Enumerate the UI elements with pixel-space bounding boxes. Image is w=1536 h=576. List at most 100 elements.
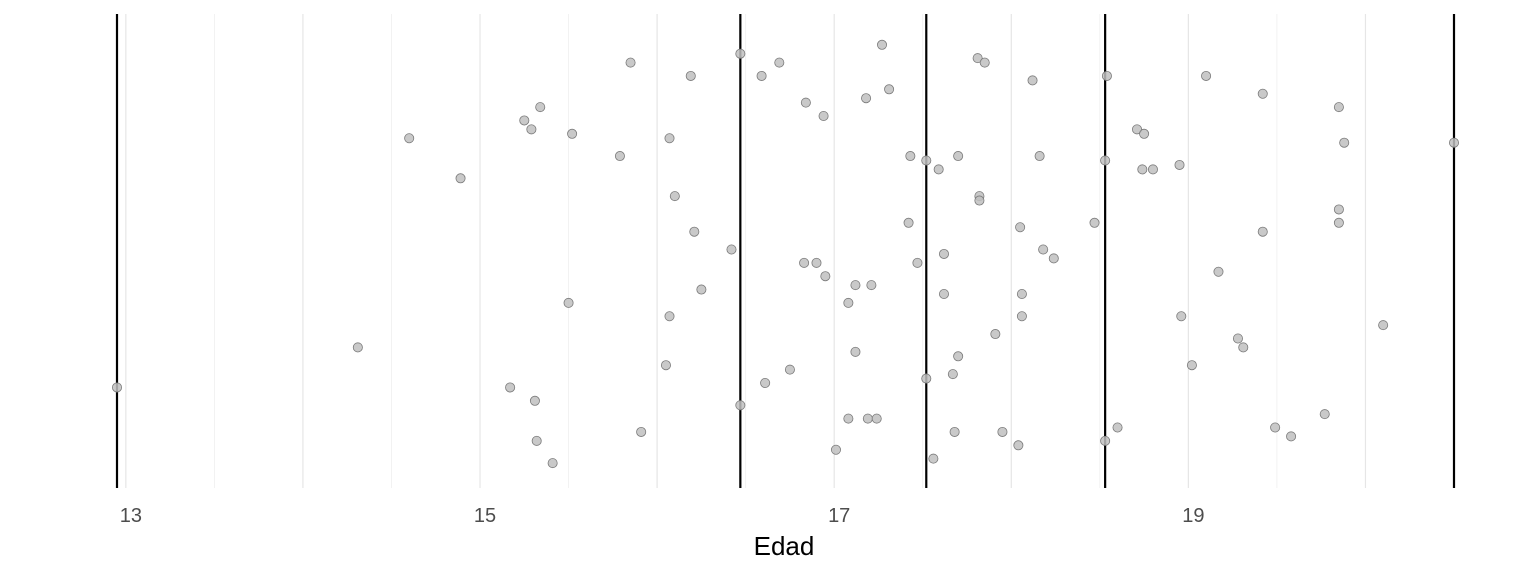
data-point [862,413,873,424]
reference-lines [115,14,1456,488]
data-point [1015,222,1026,233]
data-point [563,297,574,308]
data-point [949,426,960,437]
data-point [535,102,546,113]
data-point [974,195,985,206]
data-point [735,48,746,59]
data-point [1048,253,1059,264]
data-point [1137,164,1148,175]
data-point [1257,88,1268,99]
data-point [843,413,854,424]
data-point [990,329,1001,340]
data-point [352,342,363,353]
data-point [614,151,625,162]
data-point [531,435,542,446]
data-point [669,191,680,202]
data-point [953,351,964,362]
data-point [799,257,810,268]
data-point [1132,124,1143,135]
data-point [519,115,530,126]
data-point [1339,137,1350,148]
data-point [905,151,916,162]
data-point [861,93,872,104]
data-point [784,364,795,375]
data-point [1034,151,1045,162]
data-point [1333,217,1344,228]
data-point [1333,102,1344,113]
data-point [1186,360,1197,371]
data-point [938,288,949,299]
x-axis-tick-labels: 13 15 17 19 [120,505,1205,527]
data-point [912,257,923,268]
data-point [1038,244,1049,255]
data-point [843,297,854,308]
data-point [696,284,707,295]
data-point [1016,288,1027,299]
data-point [997,426,1008,437]
data-point [664,311,675,322]
data-point [1101,70,1112,81]
data-point [818,111,829,122]
data-point [1201,70,1212,81]
data-point [953,151,964,162]
data-point [1027,75,1038,86]
data-point [1449,137,1460,148]
data-point [1257,226,1268,237]
data-point [760,377,771,388]
data-point [877,39,888,50]
data-point [625,57,636,68]
data-point [1112,422,1123,433]
grid [125,14,1455,488]
data-point [1100,435,1111,446]
data-point [921,155,932,166]
x-tick-label: 15 [474,505,496,527]
data-point [774,57,785,68]
x-axis-title: Edad [754,531,815,561]
data-point [811,257,822,268]
data-point [871,413,882,424]
data-point [928,453,939,464]
data-point [1013,440,1024,451]
data-point [1139,128,1150,139]
data-point [404,133,415,144]
data-point [567,128,578,139]
data-point [505,382,516,393]
x-tick-label: 13 [120,505,142,527]
data-point [529,395,540,406]
data-point [547,458,558,469]
data-point [756,70,767,81]
data-point [979,57,990,68]
data-point [800,97,811,108]
data-point [689,226,700,237]
data-point [921,373,932,384]
data-point [1016,311,1027,322]
data-point [1147,164,1158,175]
data-point [455,173,466,184]
data-point [1176,311,1187,322]
data-point [1232,333,1243,344]
data-point [866,280,877,291]
data-point [112,382,123,393]
data-point [933,164,944,175]
points [112,39,1460,469]
data-point [884,84,895,95]
data-point [660,360,671,371]
data-point [1213,266,1224,277]
data-point [526,124,537,135]
data-point [938,248,949,259]
data-point [1378,320,1389,331]
data-point [850,346,861,357]
data-point [636,426,647,437]
data-point [1319,409,1330,420]
data-point [903,217,914,228]
x-tick-label: 19 [1182,505,1204,527]
data-point [735,400,746,411]
data-point [1100,155,1111,166]
data-point [972,53,983,64]
data-point [947,369,958,380]
data-point [830,444,841,455]
data-point [726,244,737,255]
data-point [1286,431,1297,442]
x-tick-label: 17 [828,505,850,527]
